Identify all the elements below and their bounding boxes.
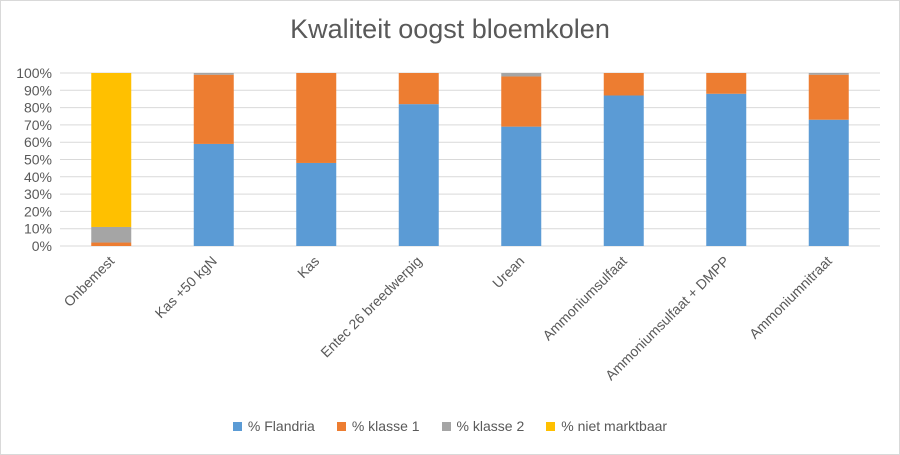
y-tick-label: 0% bbox=[32, 238, 52, 254]
legend-label: % niet marktbaar bbox=[561, 418, 668, 434]
bar-segment bbox=[193, 73, 234, 75]
bar-segment bbox=[193, 143, 234, 246]
bar-segment bbox=[501, 126, 542, 246]
legend-item: % klasse 1 bbox=[336, 418, 420, 434]
y-tick-label: 50% bbox=[24, 152, 52, 168]
y-tick-label: 70% bbox=[24, 117, 52, 133]
bar-segment bbox=[808, 119, 849, 246]
legend-swatch bbox=[232, 421, 242, 431]
gridlines bbox=[60, 72, 880, 247]
bar-segment bbox=[398, 73, 439, 105]
y-tick-label: 10% bbox=[24, 221, 52, 237]
bar-segment bbox=[91, 73, 132, 227]
bars bbox=[91, 73, 849, 247]
bar-segment bbox=[296, 73, 337, 163]
y-tick-label: 30% bbox=[24, 186, 52, 202]
bar-segment bbox=[706, 93, 747, 246]
y-tick-label: 80% bbox=[24, 100, 52, 116]
bar-segment bbox=[193, 74, 234, 144]
bar-segment bbox=[398, 104, 439, 246]
legend-swatch bbox=[336, 421, 346, 431]
bar-segment bbox=[91, 242, 132, 246]
legend: % Flandria % klasse 1 % klasse 2 % niet mar… bbox=[0, 418, 900, 434]
chart-title: Kwaliteit oogst bloemkolen bbox=[290, 14, 610, 44]
bar-segment bbox=[501, 76, 542, 127]
x-tick-label: Ammoniumsulfaat bbox=[539, 253, 630, 344]
bar-segment bbox=[296, 162, 337, 246]
y-tick-label: 100% bbox=[16, 65, 52, 81]
bar-segment bbox=[808, 73, 849, 75]
legend-label: % klasse 2 bbox=[456, 418, 525, 434]
bar-segment bbox=[603, 95, 644, 247]
legend-item: % niet marktbaar bbox=[546, 418, 667, 434]
bar-segment bbox=[501, 73, 542, 77]
bar-segment bbox=[808, 74, 849, 120]
legend-label: % Flandria bbox=[247, 418, 315, 434]
legend-label: % klasse 1 bbox=[351, 418, 420, 434]
bar-segment bbox=[706, 73, 747, 94]
y-tick-label: 20% bbox=[24, 203, 52, 219]
legend-item: % klasse 2 bbox=[441, 418, 525, 434]
plot-area: 0%10% 20%30%40%50% 60%70%80% 90%100% Onbeme… bbox=[16, 65, 880, 384]
bar-segment bbox=[603, 73, 644, 96]
legend-swatch bbox=[441, 421, 451, 431]
x-tick-label: Onbemest bbox=[60, 253, 117, 310]
x-tick-label: Entec 26 breedwerpig bbox=[317, 253, 425, 361]
x-tick-label: Kas +50 kgN bbox=[152, 253, 220, 321]
x-tick-label: Kas bbox=[294, 253, 322, 281]
x-tick-label: Ammoniumnitraat bbox=[746, 253, 835, 342]
y-tick-label: 40% bbox=[24, 169, 52, 185]
bar-segment bbox=[91, 226, 132, 243]
y-tick-label: 60% bbox=[24, 134, 52, 150]
legend-item: % Flandria bbox=[232, 418, 315, 434]
x-tick-label: Urean bbox=[489, 253, 527, 291]
legend-swatch bbox=[546, 421, 556, 431]
y-axis: 0%10% 20%30%40%50% 60%70%80% 90%100% bbox=[16, 65, 52, 254]
y-tick-label: 90% bbox=[24, 82, 52, 98]
